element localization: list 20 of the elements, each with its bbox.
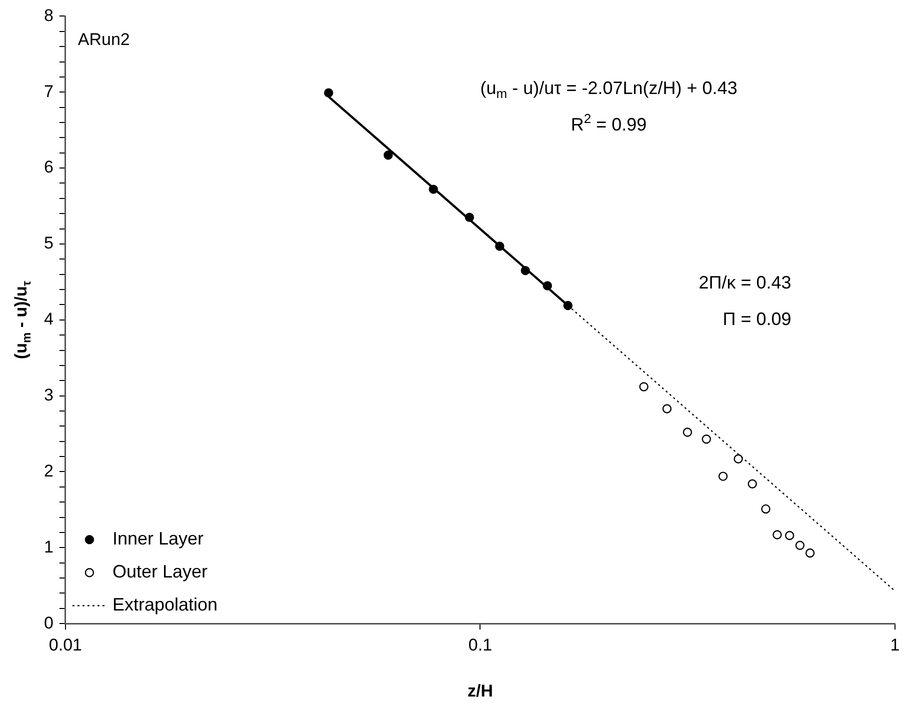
x-tick-label: 1 <box>890 635 900 654</box>
y-tick-label: 1 <box>44 537 54 556</box>
y-tick-label: 8 <box>44 6 54 25</box>
annotation: Π = 0.09 <box>722 308 792 329</box>
y-tick-label: 0 <box>44 613 54 632</box>
x-axis-title: z/H <box>467 682 493 701</box>
y-tick-label: 7 <box>44 82 54 101</box>
legend-label: Extrapolation <box>112 594 218 615</box>
annotation: ARun2 <box>78 30 130 50</box>
y-tick-label: 3 <box>44 386 54 405</box>
y-tick-label: 5 <box>44 234 54 253</box>
y-tick-label: 4 <box>44 310 54 329</box>
y-tick-label: 6 <box>44 158 54 177</box>
y-tick-label: 2 <box>44 461 54 480</box>
annotation: 2Π/κ = 0.43 <box>698 272 792 292</box>
legend-label: Inner Layer <box>112 528 204 549</box>
legend-label: Outer Layer <box>112 562 208 582</box>
x-tick-label: 0.01 <box>48 635 82 654</box>
x-tick-label: 0.1 <box>468 635 492 654</box>
y-axis-title: (um - u)/uτ <box>12 280 34 360</box>
